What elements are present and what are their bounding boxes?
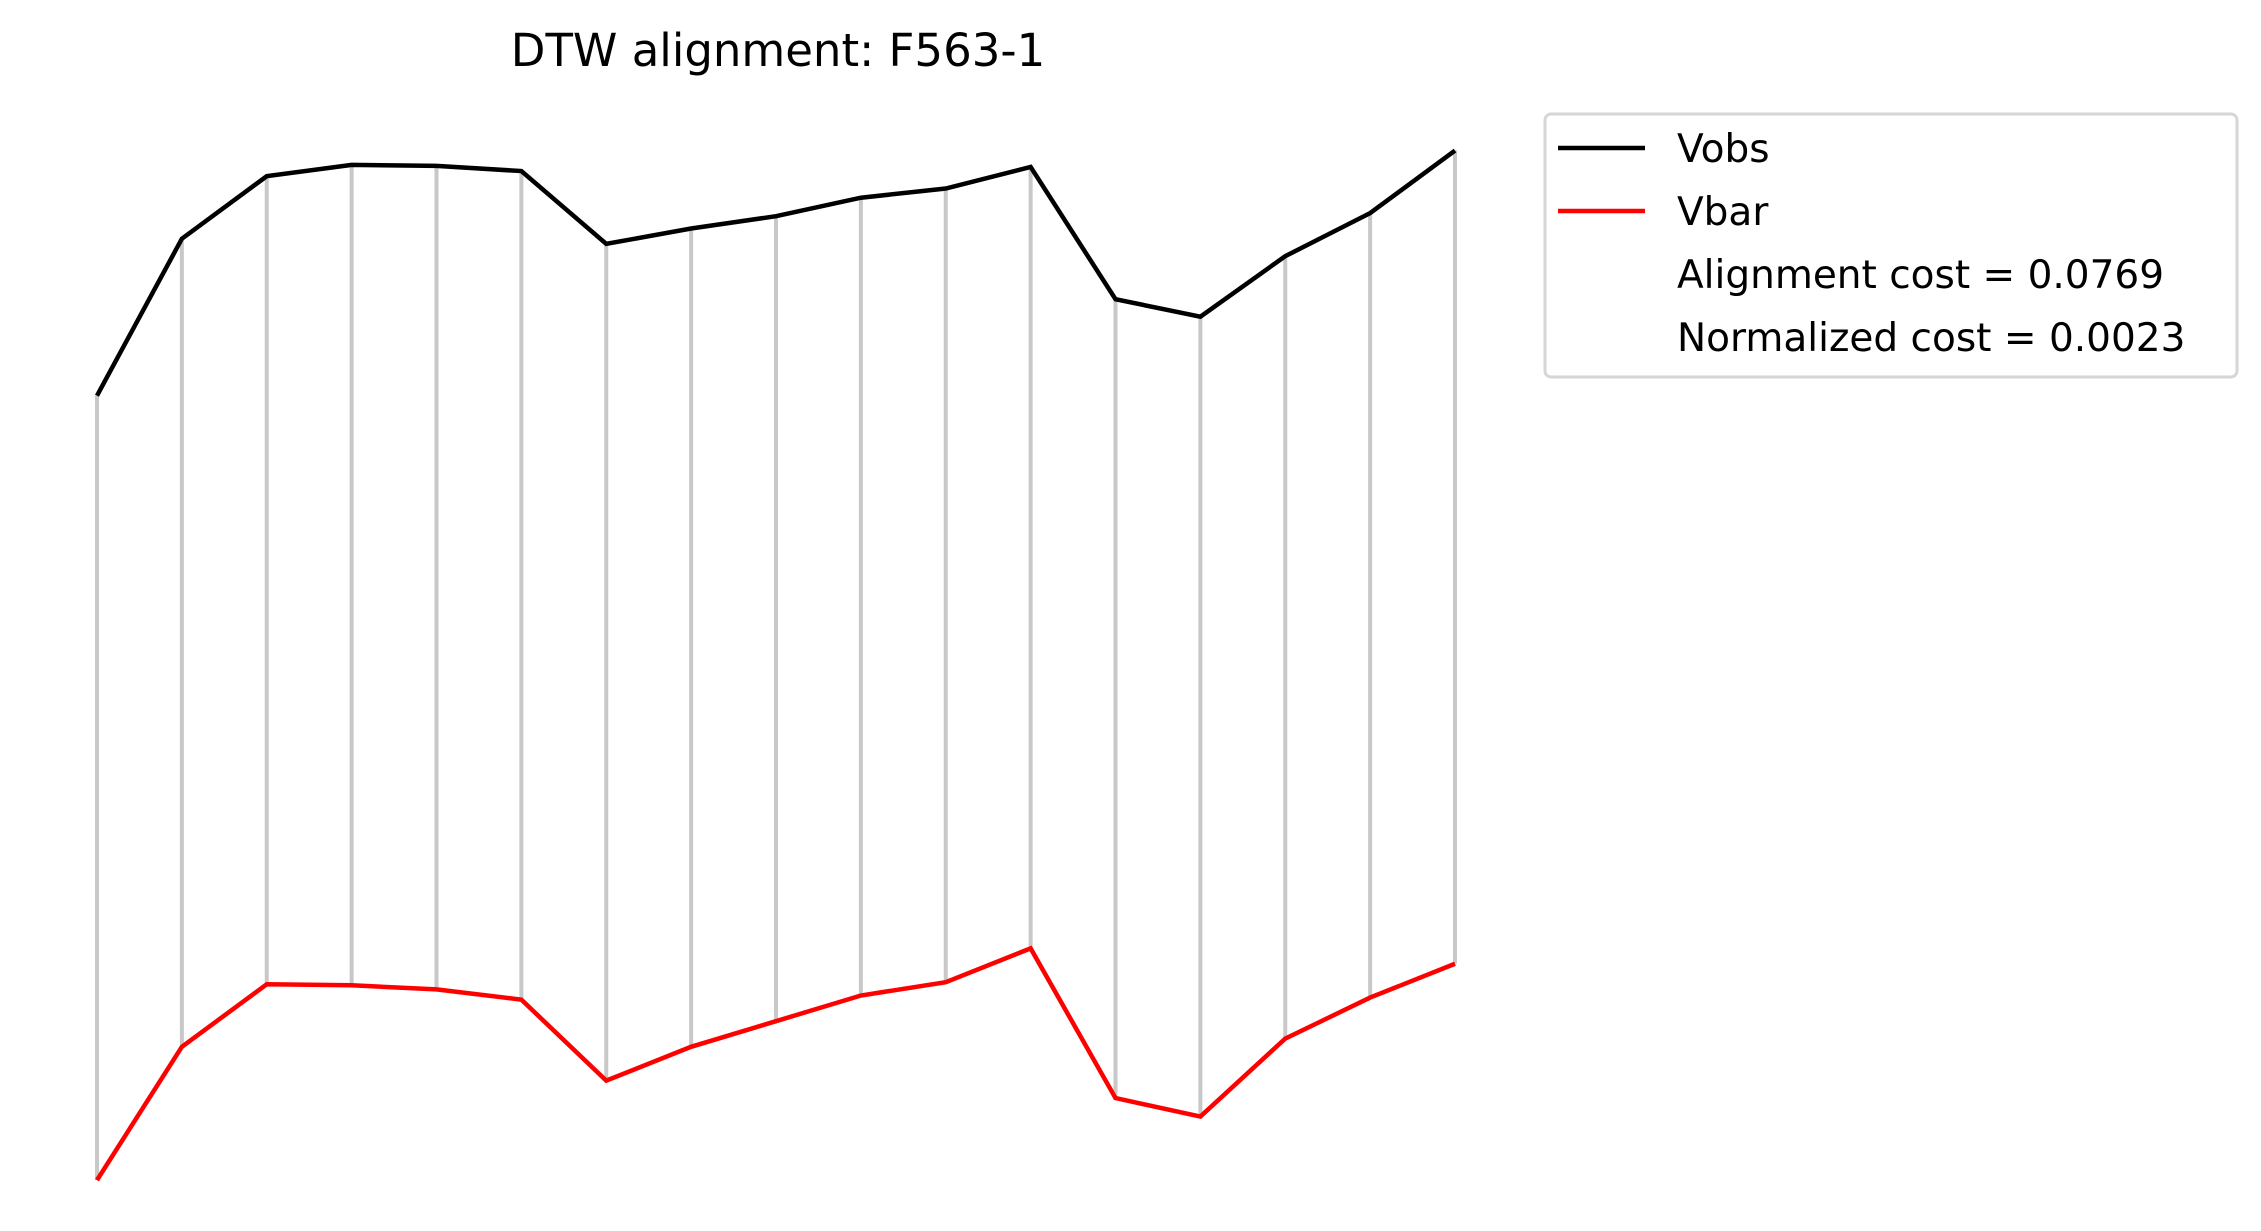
chart-title: DTW alignment: F563-1 xyxy=(511,24,1045,77)
series-lines xyxy=(95,148,1457,1182)
legend-normalized-cost: Normalized cost = 0.0023 xyxy=(1677,316,2185,361)
legend-vbar-label: Vbar xyxy=(1677,190,1769,235)
legend: Vobs Vbar Alignment cost = 0.0769 Normal… xyxy=(1543,112,2239,379)
alignment-lines xyxy=(95,150,1457,1181)
legend-frame xyxy=(1543,112,2239,379)
legend-vobs-label: Vobs xyxy=(1677,127,1770,172)
series-line-vbar xyxy=(95,945,1456,1182)
legend-alignment-cost: Alignment cost = 0.0769 xyxy=(1677,253,2164,298)
series-line-vobs xyxy=(95,148,1457,397)
